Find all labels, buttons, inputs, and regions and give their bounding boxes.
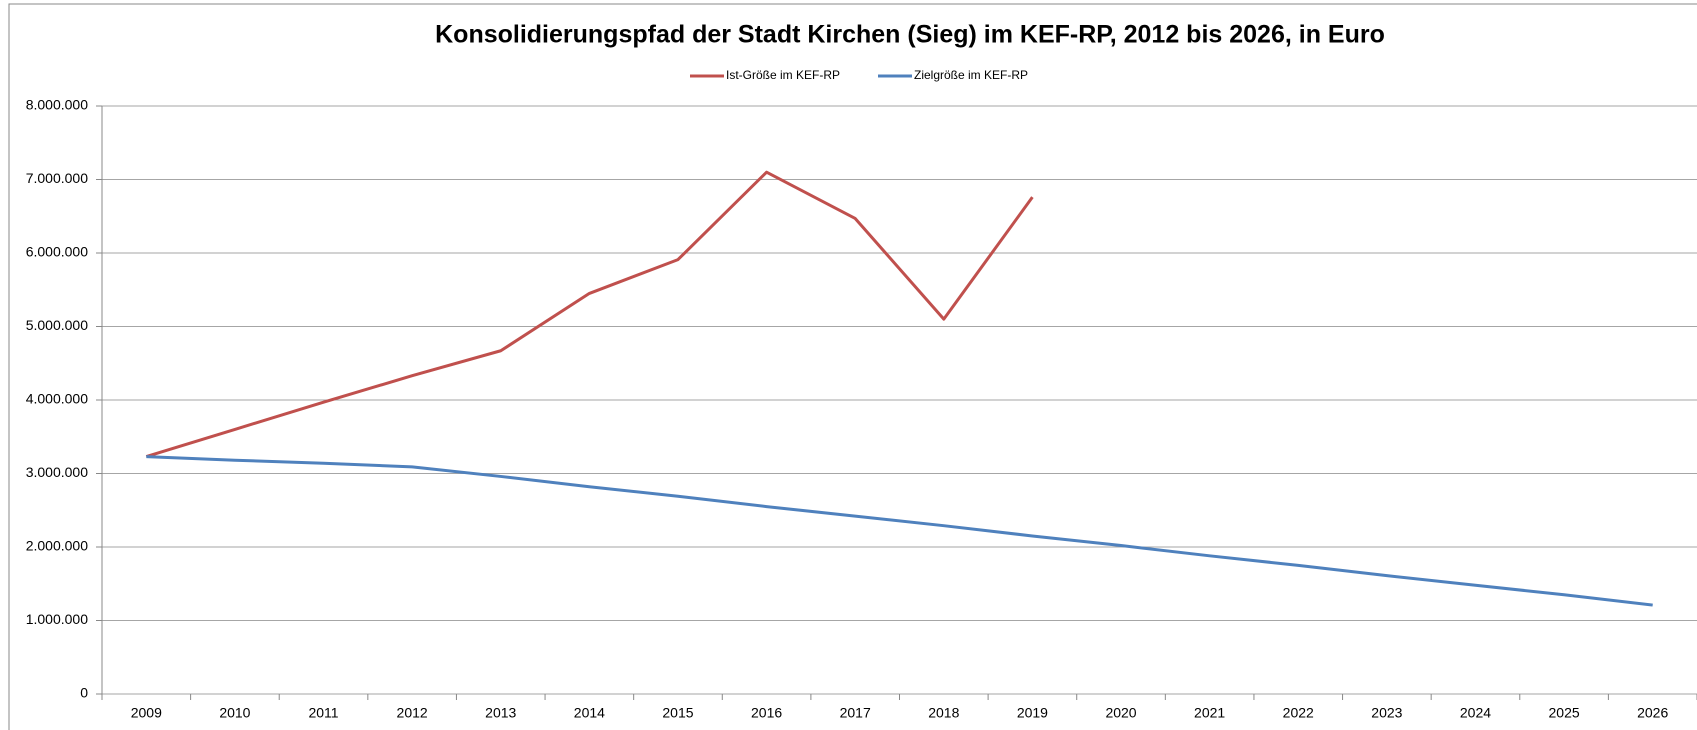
legend-label: Ist-Größe im KEF-RP — [726, 68, 840, 82]
x-tick-label: 2014 — [574, 705, 605, 721]
series-line — [145, 170, 1034, 459]
x-tick-label: 2012 — [397, 705, 428, 721]
x-tick-label: 2019 — [1017, 705, 1048, 721]
x-tick-label: 2016 — [751, 705, 782, 721]
x-tick-label: 2009 — [131, 705, 162, 721]
x-tick-label: 2023 — [1371, 705, 1402, 721]
chart-title: Konsolidierungspfad der Stadt Kirchen (S… — [435, 21, 1385, 49]
y-tick-label: 2.000.000 — [26, 538, 88, 554]
chart-frame — [8, 3, 1697, 730]
x-tick-label: 2024 — [1460, 705, 1491, 721]
y-tick-label: 1.000.000 — [26, 611, 88, 627]
y-tick-label: 0 — [80, 685, 88, 701]
y-tick-label: 4.000.000 — [26, 391, 88, 407]
x-tick-label: 2022 — [1283, 705, 1314, 721]
x-tick-label: 2013 — [485, 705, 516, 721]
series-line — [146, 455, 1653, 607]
y-tick-label: 5.000.000 — [26, 317, 88, 333]
legend-label: Zielgröße im KEF-RP — [914, 68, 1028, 82]
x-tick-label: 2025 — [1549, 705, 1580, 721]
x-tick-label: 2010 — [219, 705, 250, 721]
x-tick-label: 2020 — [1105, 705, 1136, 721]
y-tick-label: 7.000.000 — [26, 170, 88, 186]
y-tick-label: 8.000.000 — [26, 97, 88, 113]
y-tick-label: 6.000.000 — [26, 244, 88, 260]
x-tick-label: 2018 — [928, 705, 959, 721]
x-tick-label: 2017 — [840, 705, 871, 721]
x-tick-label: 2015 — [662, 705, 693, 721]
y-tick-label: 3.000.000 — [26, 464, 88, 480]
x-tick-label: 2026 — [1637, 705, 1668, 721]
x-tick-label: 2011 — [308, 705, 338, 721]
x-tick-label: 2021 — [1194, 705, 1225, 721]
